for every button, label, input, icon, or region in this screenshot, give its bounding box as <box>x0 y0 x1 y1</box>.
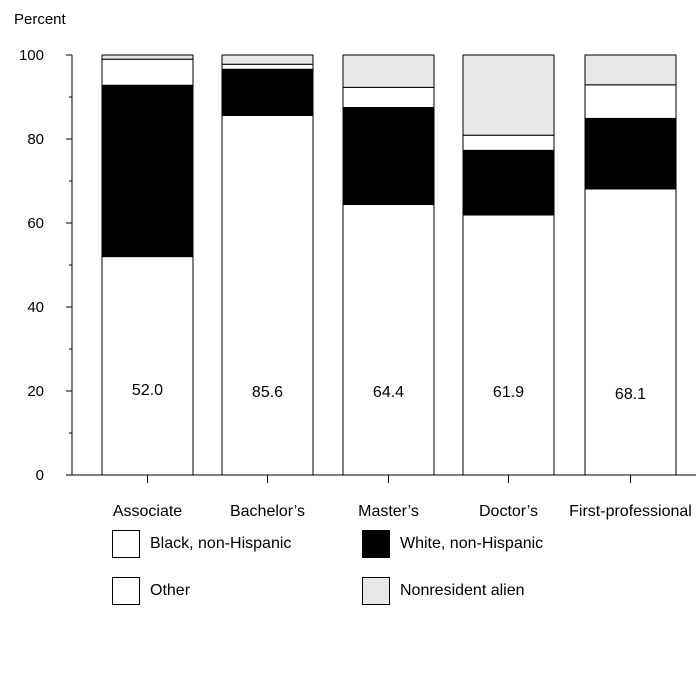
y-tick-label: 0 <box>36 467 44 484</box>
legend: Black, non-Hispanic White, non-Hispanic … <box>112 528 672 688</box>
legend-item-white-non-hispanic: White, non-Hispanic <box>362 528 543 560</box>
x-tick-label: Associate <box>113 503 182 520</box>
x-tick-label: Bachelor’s <box>230 503 305 520</box>
bar-segment-black-non-hispanic <box>462 214 555 476</box>
stacked-bar-chart: Percent 0 20 40 60 80 100 52.0 85.6 64.4 61.9 68.… <box>14 11 696 520</box>
bar-segment-white-non-hispanic <box>221 68 314 116</box>
x-tick-label: Doctor’s <box>479 503 538 520</box>
bar-segment-white-non-hispanic <box>584 117 677 190</box>
y-tick-label: 80 <box>27 131 44 148</box>
x-tick-labels: Associate Bachelor’s Master’s Doctor’s First… <box>113 475 692 520</box>
data-labels: 52.0 85.6 64.4 61.9 68.1 <box>132 382 646 403</box>
bar-segment-nonresident-alien <box>462 54 555 136</box>
y-tick-label: 60 <box>27 215 44 232</box>
y-tick-label: 100 <box>19 47 44 64</box>
legend-label: White, non-Hispanic <box>400 535 544 552</box>
bar-segment-white-non-hispanic <box>101 84 194 258</box>
bar-segment-other <box>342 86 435 108</box>
bar-segment-black-non-hispanic <box>101 256 194 476</box>
bar-segment-nonresident-alien <box>584 54 677 86</box>
data-label: 52.0 <box>132 382 163 399</box>
legend-swatch <box>362 530 390 558</box>
bar-segment-other <box>101 58 194 86</box>
data-label: 64.4 <box>373 384 404 401</box>
y-tick-label: 40 <box>27 299 44 316</box>
bar-segment-other <box>221 63 314 70</box>
bar-segment-black-non-hispanic <box>584 188 677 476</box>
bar-segment-black-non-hispanic <box>342 204 435 476</box>
bar-segment-white-non-hispanic <box>342 107 435 206</box>
x-tick-label: First-professional <box>569 503 692 520</box>
bar-segment-white-non-hispanic <box>462 149 555 216</box>
y-tick-label: 20 <box>27 383 44 400</box>
legend-swatch <box>362 577 390 605</box>
bar-segment-other <box>584 84 677 119</box>
legend-label: Black, non-Hispanic <box>150 535 292 552</box>
data-label: 85.6 <box>252 384 283 401</box>
bars <box>101 54 677 476</box>
bar-segment-nonresident-alien <box>221 54 314 65</box>
legend-label: Nonresident alien <box>400 582 525 599</box>
y-axis-title: Percent <box>14 11 67 28</box>
bar-segment-nonresident-alien <box>342 54 435 88</box>
bar-segment-nonresident-alien <box>101 54 194 60</box>
data-label: 68.1 <box>615 386 646 403</box>
legend-label: Other <box>150 582 191 599</box>
legend-swatch <box>112 530 140 558</box>
bar-segment-black-non-hispanic <box>221 114 314 476</box>
legend-swatch <box>112 577 140 605</box>
x-tick-label: Master’s <box>358 503 419 520</box>
data-label: 61.9 <box>493 384 524 401</box>
bar-segment-other <box>462 134 555 151</box>
legend-item-black-non-hispanic: Black, non-Hispanic <box>112 528 291 560</box>
legend-item-other: Other <box>112 575 190 607</box>
legend-item-nonresident-alien: Nonresident alien <box>362 575 525 607</box>
